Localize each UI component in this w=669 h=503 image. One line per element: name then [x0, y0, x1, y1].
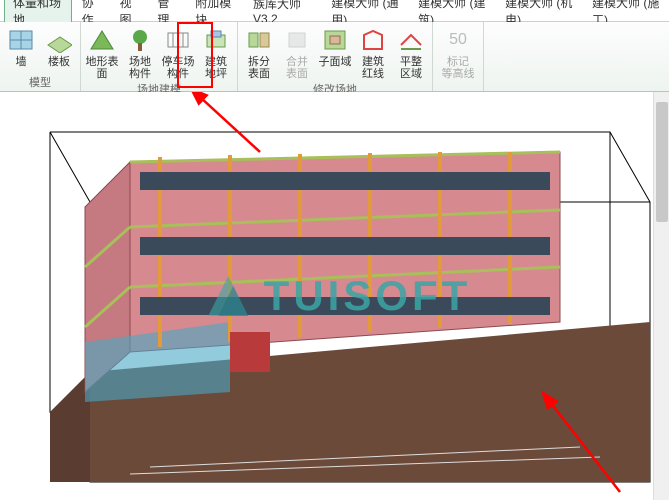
redline-icon	[359, 26, 387, 54]
group-model: 墙 楼板 模型	[0, 22, 81, 91]
building-pad-icon	[202, 26, 230, 54]
toposurface-label: 地形表面	[85, 56, 119, 80]
ribbon-panel: 墙 楼板 模型 地形表面 场地 构件 停车场 构件	[0, 22, 669, 92]
building-pad-label: 建筑 地坪	[205, 56, 227, 80]
subregion-button[interactable]: 子面域	[318, 24, 352, 80]
floor-icon	[45, 26, 73, 54]
building-pad-button[interactable]: 建筑 地坪	[199, 24, 233, 80]
merge-label: 合并 表面	[286, 56, 308, 80]
wall-label: 墙	[16, 56, 27, 68]
group-site-model: 地形表面 场地 构件 停车场 构件 建筑 地坪 场地建模	[81, 22, 238, 91]
flat-label: 平整 区域	[400, 56, 422, 80]
split-label: 拆分 表面	[248, 56, 270, 80]
merge-icon	[283, 26, 311, 54]
site-component-button[interactable]: 场地 构件	[123, 24, 157, 80]
label-contours-button: 50 标记 等高线	[437, 24, 479, 89]
parking-button[interactable]: 停车场 构件	[161, 24, 195, 80]
site-component-label: 场地 构件	[129, 56, 151, 80]
wall-button[interactable]: 墙	[4, 24, 38, 73]
group-model-label: 模型	[4, 73, 76, 91]
parking-icon	[164, 26, 192, 54]
parking-label: 停车场 构件	[162, 56, 195, 80]
property-line-button[interactable]: 建筑 红线	[356, 24, 390, 80]
group-modify-site: 拆分 表面 合并 表面 子面域 建筑 红线 平整 区域 修改场地	[238, 22, 433, 91]
contour-icon: 50	[444, 26, 472, 54]
group-contour: 50 标记 等高线	[433, 22, 484, 91]
scrollbar-thumb[interactable]	[656, 102, 668, 222]
vertical-scrollbar[interactable]	[653, 92, 669, 500]
floor-button[interactable]: 楼板	[42, 24, 76, 73]
viewport-3d[interactable]: TUISOFT	[0, 92, 669, 500]
toposurface-button[interactable]: 地形表面	[85, 24, 119, 80]
subregion-label: 子面域	[319, 56, 352, 68]
graded-region-button[interactable]: 平整 区域	[394, 24, 428, 80]
flat-icon	[397, 26, 425, 54]
wall-icon	[7, 26, 35, 54]
toposurface-icon	[88, 26, 116, 54]
split-icon	[245, 26, 273, 54]
ribbon-tabs: 体量和场地 协作 视图 管理 附加模块 族库大师V3.2 建模大师 (通用) 建…	[0, 0, 669, 22]
floor-label: 楼板	[48, 56, 70, 68]
contour-label: 标记 等高线	[442, 56, 475, 80]
subregion-icon	[321, 26, 349, 54]
split-surface-button[interactable]: 拆分 表面	[242, 24, 276, 80]
model-canvas	[0, 92, 669, 500]
redline-label: 建筑 红线	[362, 56, 384, 80]
tree-icon	[126, 26, 154, 54]
merge-surface-button: 合并 表面	[280, 24, 314, 80]
group-contour-label	[437, 89, 479, 91]
